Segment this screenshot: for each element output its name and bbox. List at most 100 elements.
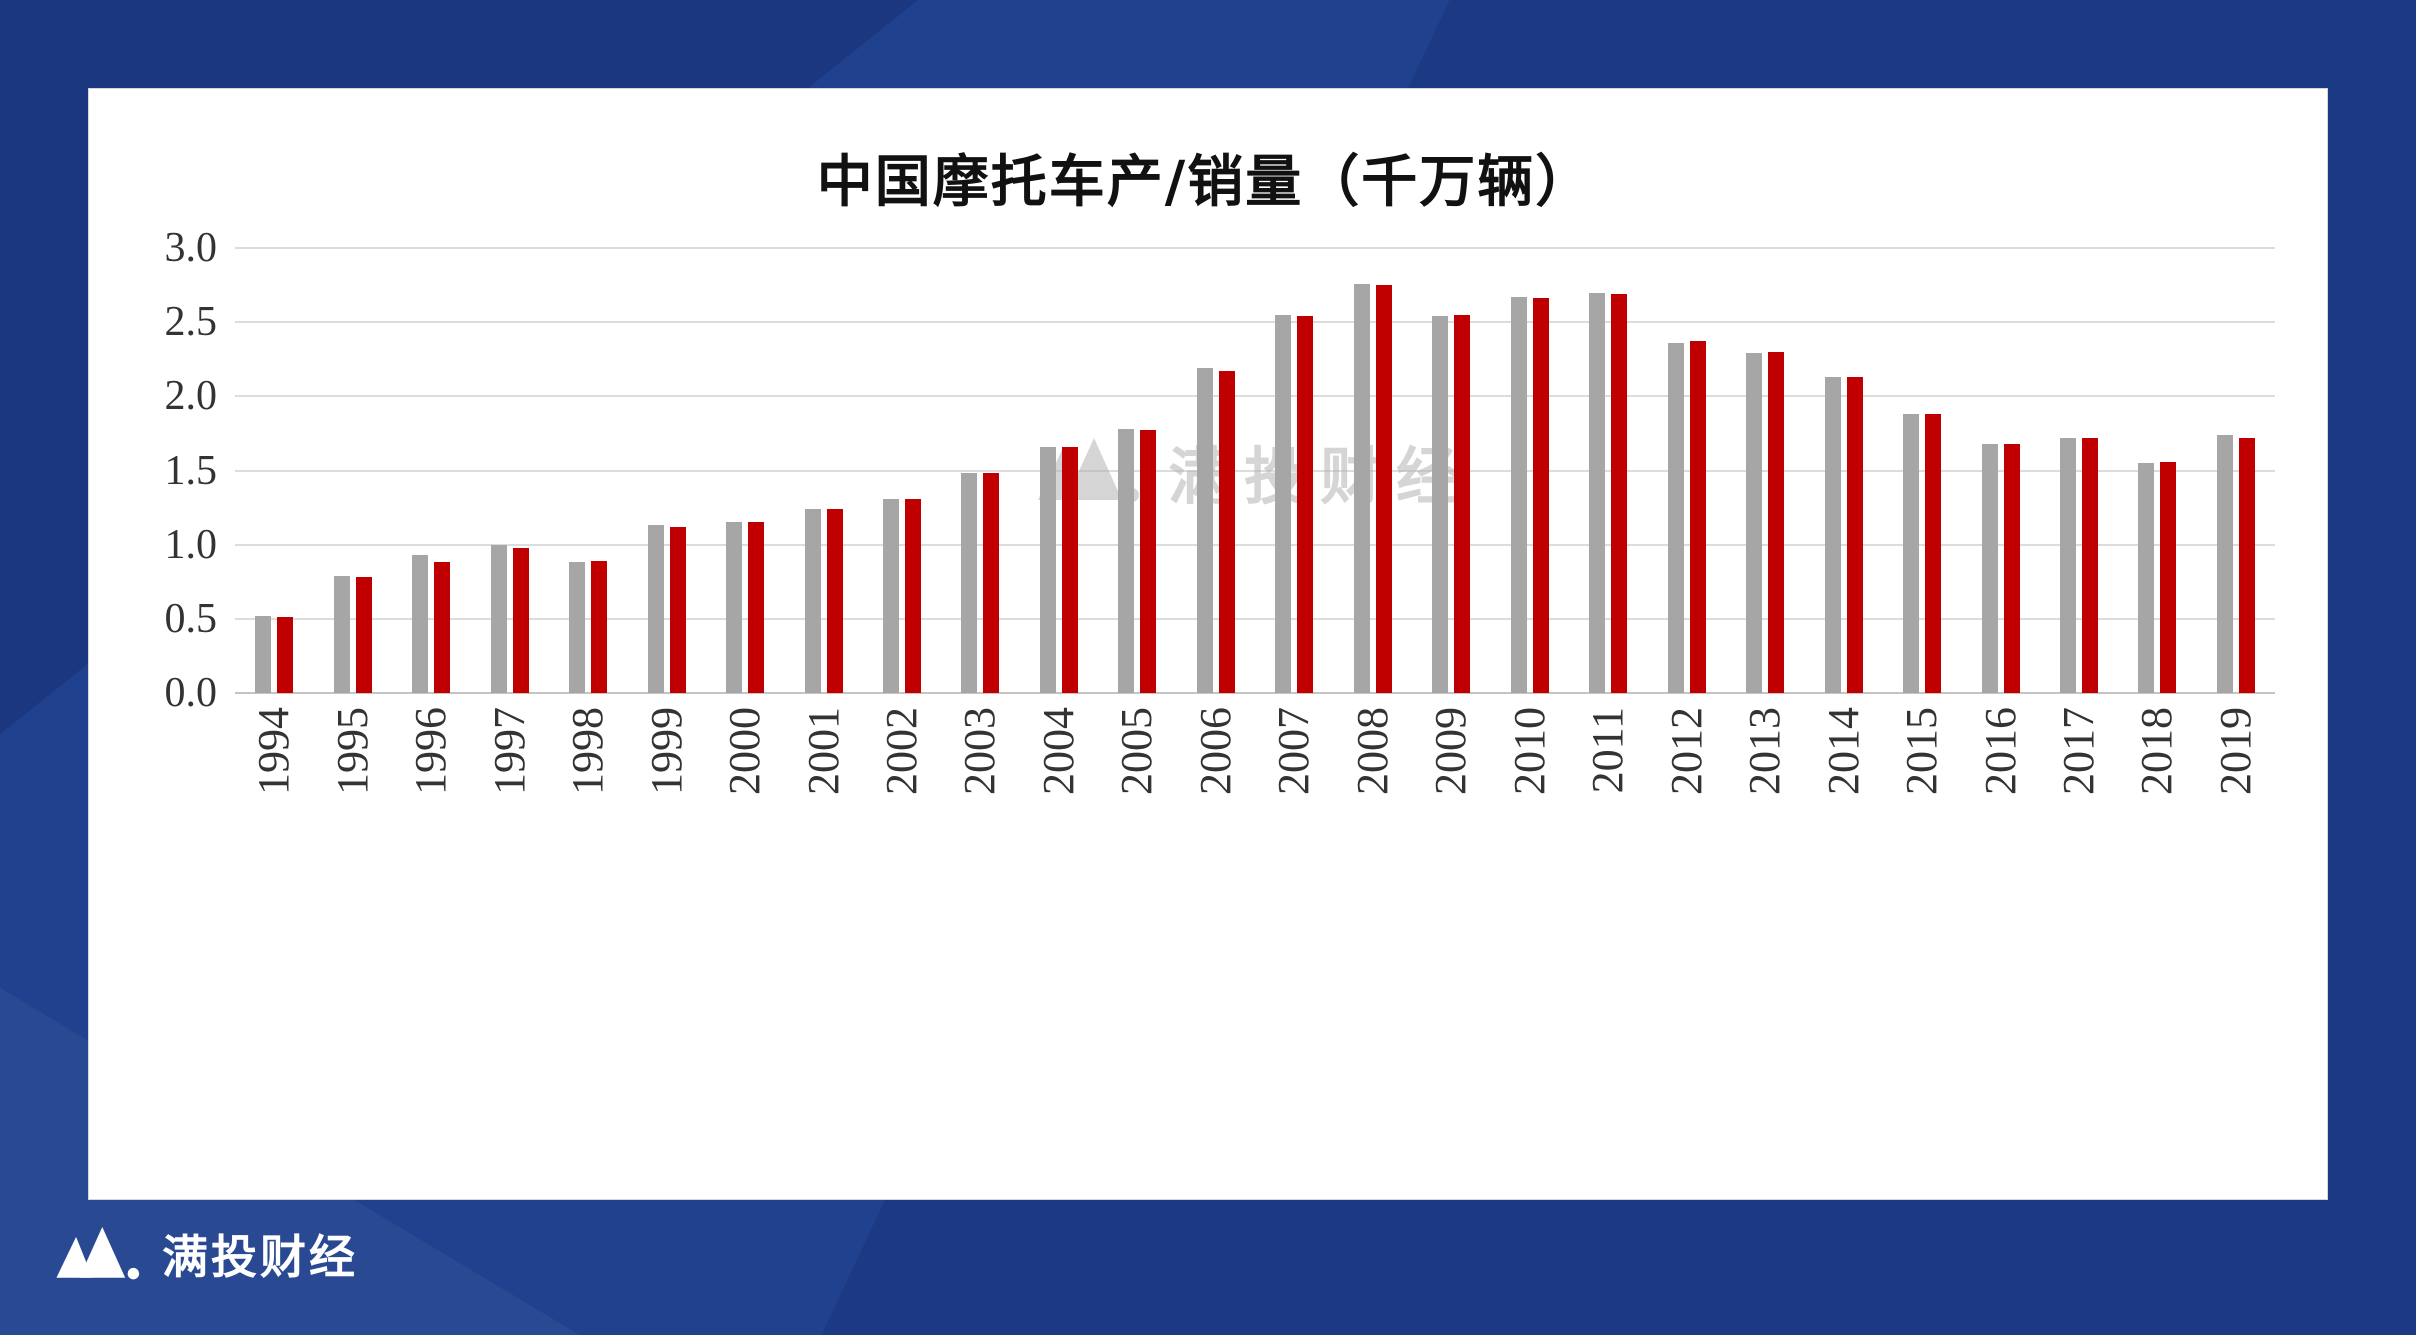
bar-销量-2003: [983, 473, 1000, 693]
bar-销量-1996: [434, 562, 451, 693]
y-axis: 0.0 0.5 1.0 1.5 2.0 2.5 3.0: [135, 227, 235, 714]
chart-title: 中国摩托车产/销量（千万辆）: [816, 149, 1594, 215]
bar-产量-2016: [1981, 443, 1998, 693]
y-tick-label: 2.0: [164, 373, 218, 420]
bar-产量-2013: [1746, 353, 1763, 693]
bar-销量-2017: [2082, 437, 2099, 693]
bar-group-2015: [1883, 248, 1961, 693]
x-tick-label: 2003: [955, 707, 1005, 795]
y-tick-label: 1.0: [164, 521, 218, 568]
bar-产量-2006: [1196, 368, 1213, 693]
bar-产量-2008: [1353, 283, 1370, 693]
bar-销量-2000: [748, 522, 765, 693]
bar-group-1999: [627, 248, 705, 693]
bar-group-2012: [1647, 248, 1725, 693]
gridline: [235, 692, 2275, 694]
x-tick-label: 2006: [1190, 707, 1240, 795]
y-tick-label: 2.5: [164, 299, 218, 346]
bar-group-2000: [706, 248, 784, 693]
bar-销量-2008: [1375, 285, 1392, 693]
x-tick-label: 2013: [1740, 707, 1790, 795]
bar-销量-2004: [1061, 446, 1078, 693]
bar-销量-1999: [669, 526, 686, 693]
bar-产量-2010: [1510, 296, 1527, 693]
bar-产量-2012: [1667, 342, 1684, 693]
x-tick-label: 2012: [1661, 707, 1711, 795]
bar-group-2007: [1255, 248, 1333, 693]
bar-产量-2004: [1039, 446, 1056, 693]
bar-销量-2018: [2160, 461, 2177, 693]
bar-产量-2005: [1118, 428, 1135, 693]
x-tick-label: 1999: [641, 707, 691, 795]
bar-产量-1999: [647, 525, 664, 693]
bars-container: [235, 248, 2275, 693]
gridline: [235, 543, 2275, 546]
bar-group-1997: [470, 248, 548, 693]
plot-area: 满投财经: [235, 247, 2275, 694]
gridline: [235, 321, 2275, 324]
x-tick-label: 2019: [2210, 707, 2260, 795]
bar-销量-2009: [1454, 314, 1471, 693]
chart-area: 0.0 0.5 1.0 1.5 2.0 2.5 3.0 满投财经 1994 1995 1996 1…: [135, 227, 2275, 833]
x-tick-label: 2017: [2054, 707, 2104, 795]
x-tick-label: 2005: [1112, 707, 1162, 795]
bar-group-1998: [549, 248, 627, 693]
x-tick-label: 2010: [1504, 707, 1554, 795]
bar-产量-1994: [255, 615, 272, 693]
bar-销量-2007: [1297, 316, 1314, 693]
bar-group-2010: [1491, 248, 1569, 693]
x-tick-label: 2004: [1033, 707, 1083, 795]
bar-group-2005: [1098, 248, 1176, 693]
x-tick-label: 2018: [2132, 707, 2182, 795]
bar-销量-2001: [826, 509, 843, 693]
y-tick-label: 1.5: [164, 447, 218, 494]
bar-销量-1995: [355, 577, 372, 693]
bar-产量-1998: [569, 562, 586, 693]
bar-产量-2001: [804, 509, 821, 693]
brand-logo: 满投财经: [56, 1221, 358, 1287]
x-tick-label: 2011: [1583, 707, 1633, 794]
bar-group-1996: [392, 248, 470, 693]
bar-产量-2007: [1275, 314, 1292, 693]
bar-产量-1995: [333, 575, 350, 693]
y-tick-label: 0.0: [164, 670, 218, 716]
bar-销量-2013: [1768, 351, 1785, 693]
y-tick-label: 3.0: [164, 225, 218, 271]
chart-card: 中国摩托车产/销量（千万辆） 0.0 0.5 1.0 1.5 2.0 2.5 3.0 满投财…: [88, 88, 2328, 1200]
bar-销量-1998: [591, 560, 608, 693]
bar-产量-2009: [1432, 316, 1449, 693]
x-tick-label: 1998: [563, 707, 613, 795]
brand-m-icon: [56, 1227, 140, 1280]
bar-销量-2005: [1140, 430, 1157, 693]
bar-产量-2018: [2138, 463, 2155, 693]
bar-销量-2010: [1532, 298, 1549, 693]
bar-group-2002: [863, 248, 941, 693]
x-tick-label: 2008: [1347, 707, 1397, 795]
x-tick-label: 2001: [798, 707, 848, 795]
gridline: [235, 395, 2275, 398]
bar-产量-2017: [2060, 437, 2077, 693]
bar-group-2016: [1961, 248, 2039, 693]
x-tick-label: 2016: [1975, 707, 2025, 795]
x-tick-label: 1996: [406, 707, 456, 795]
x-tick-label: 2014: [1818, 707, 1868, 795]
bar-group-2006: [1177, 248, 1255, 693]
bar-产量-2002: [882, 498, 899, 693]
x-tick-label: 2007: [1269, 707, 1319, 795]
gridline: [235, 247, 2275, 249]
y-tick-label: 0.5: [164, 595, 218, 642]
x-tick-label: 1995: [327, 707, 377, 795]
bar-销量-2014: [1846, 377, 1863, 693]
bar-group-2001: [784, 248, 862, 693]
bar-group-2009: [1412, 248, 1490, 693]
bar-group-2018: [2118, 248, 2196, 693]
bar-销量-1997: [512, 547, 529, 693]
bar-销量-1994: [277, 617, 294, 693]
bar-产量-2015: [1903, 414, 1920, 693]
x-tick-label: 2000: [720, 707, 770, 795]
x-tick-label: 2015: [1897, 707, 1947, 795]
x-tick-label: 2009: [1426, 707, 1476, 795]
bar-产量-2019: [2216, 434, 2233, 693]
x-axis: 1994 1995 1996 1997 1998 1999 2000 2001 2002 2003…: [235, 693, 2275, 833]
bar-销量-2019: [2238, 437, 2255, 693]
